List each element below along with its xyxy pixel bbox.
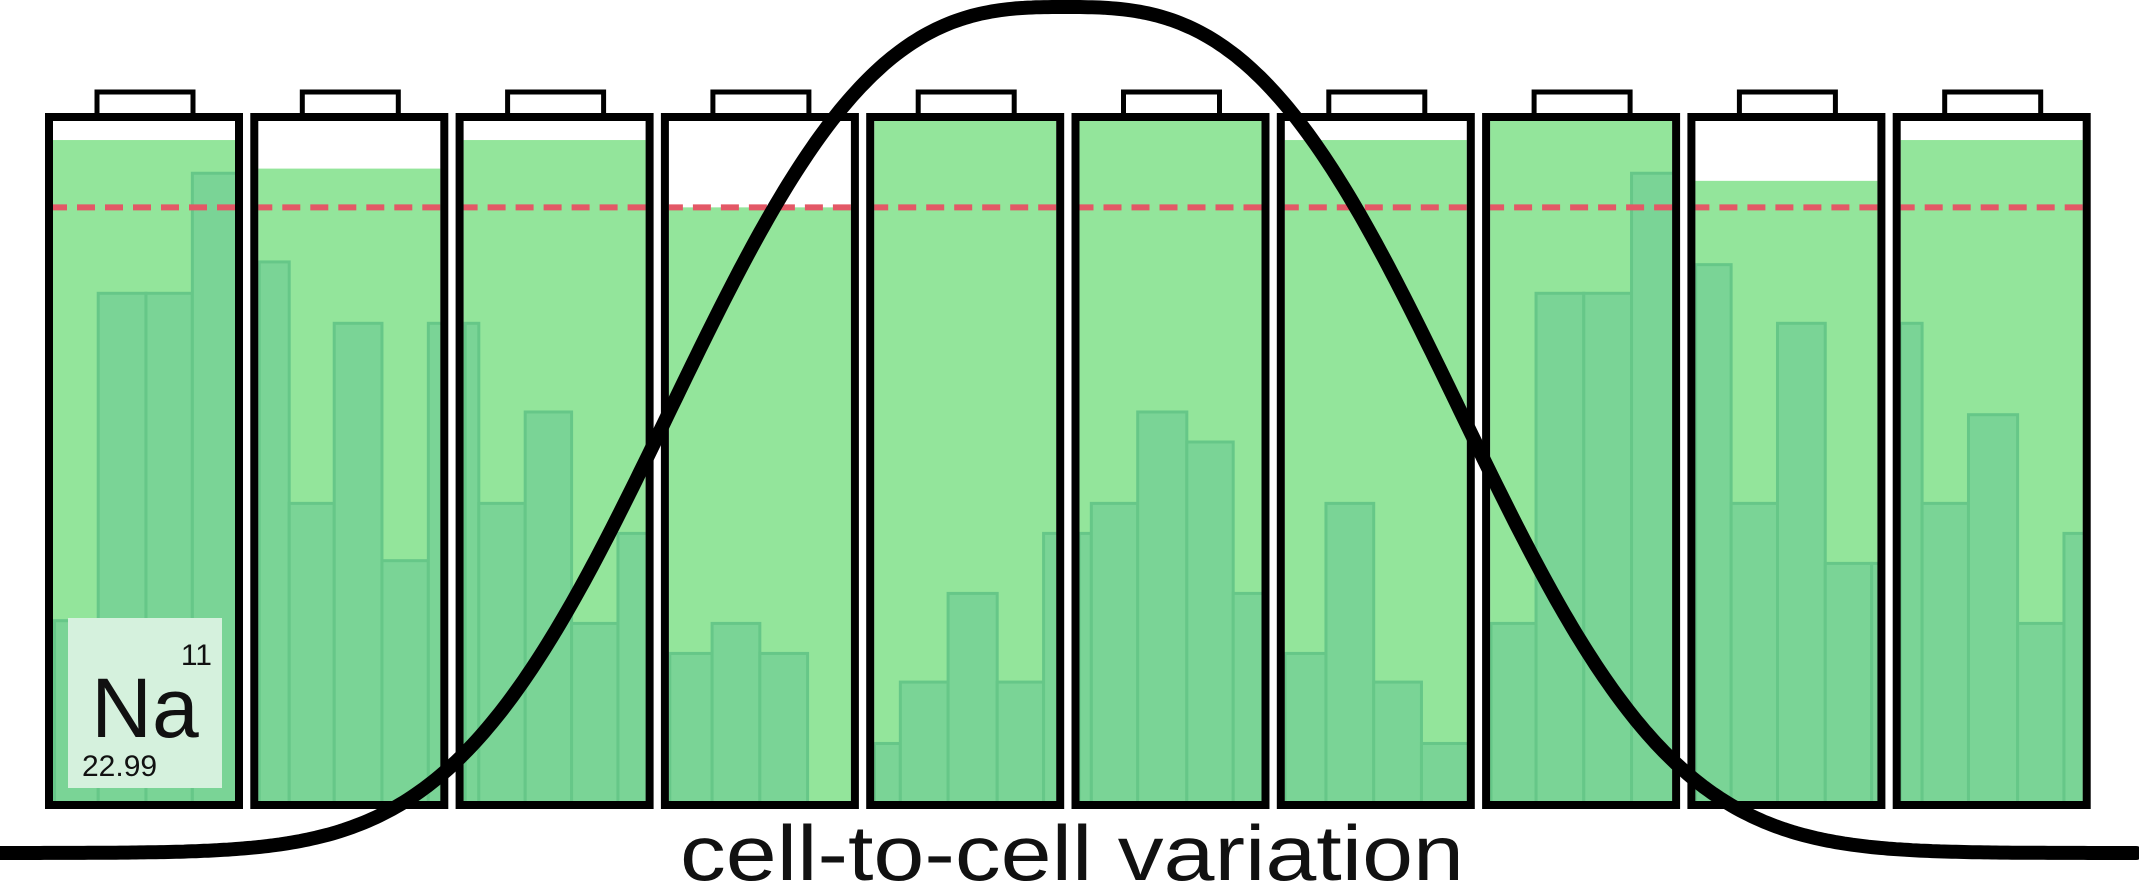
histogram-bar	[1490, 621, 1538, 801]
element-symbol: Na	[91, 661, 199, 755]
histogram-bar	[995, 680, 1046, 801]
histogram-bar	[758, 651, 810, 801]
histogram-bar	[1419, 741, 1467, 801]
battery	[455, 89, 654, 809]
battery-row	[45, 89, 2091, 809]
battery-terminal	[1326, 89, 1428, 120]
battery-terminal	[1736, 89, 1838, 120]
histogram-bar	[380, 559, 430, 801]
element-tile-background	[68, 618, 222, 788]
histogram-bar	[668, 651, 714, 801]
distribution-curve	[0, 0, 2139, 860]
histogram-bar	[1630, 171, 1673, 801]
histogram-bar	[1775, 321, 1827, 801]
histogram-bar	[1089, 501, 1140, 801]
element-atomic-mass: 22.99	[82, 750, 157, 783]
histogram-bar	[1534, 291, 1586, 801]
histogram-bar	[1582, 291, 1634, 801]
histogram-bar	[1042, 531, 1057, 801]
histogram-bar	[710, 621, 762, 801]
battery	[660, 89, 859, 809]
battery	[1892, 89, 2091, 809]
caption: cell-to-cell variation	[680, 809, 1464, 886]
battery-outline	[1071, 113, 1270, 809]
histogram-bar	[258, 260, 291, 801]
histogram-bar	[1231, 591, 1262, 801]
histogram-bar	[1372, 680, 1423, 801]
battery	[250, 89, 449, 809]
battery-outline	[866, 113, 1065, 809]
histogram-bar	[287, 501, 336, 801]
element-atomic-number: 11	[181, 639, 212, 672]
histogram-bar	[898, 680, 950, 801]
battery	[1482, 89, 1681, 809]
histogram-bar	[426, 321, 441, 801]
battery-terminal	[1942, 89, 2044, 120]
histogram-bar	[1823, 561, 1874, 801]
histogram-bar	[1870, 561, 1878, 801]
histogram-bar	[616, 531, 646, 801]
battery	[1071, 89, 1270, 809]
battery-terminal	[1531, 89, 1633, 120]
battery-outline	[1687, 113, 1886, 809]
histogram-bar	[1695, 263, 1733, 801]
battery-outline	[1892, 113, 2091, 809]
histogram-bar	[2062, 531, 2083, 801]
histogram-bar	[1136, 410, 1189, 801]
battery	[866, 89, 1065, 809]
battery-outline	[250, 113, 449, 809]
histogram-bar	[2016, 621, 2066, 801]
battery-terminal	[1121, 89, 1222, 120]
histogram-bar	[874, 741, 902, 801]
histogram-bar	[570, 621, 620, 801]
histogram-bar	[1900, 321, 1924, 801]
battery	[1687, 89, 1886, 809]
histogram-bar	[1079, 531, 1093, 801]
histogram-bar	[946, 591, 999, 801]
battery-outline	[45, 113, 243, 809]
battery-outline	[660, 113, 859, 809]
histogram-bar	[1920, 501, 1970, 801]
histogram-bar	[332, 321, 384, 801]
battery	[1276, 89, 1475, 809]
histogram-bar	[1966, 413, 2020, 801]
element-tile: 11 Na 22.99	[68, 618, 222, 788]
histogram-bar	[477, 501, 527, 801]
histogram-bar	[1185, 440, 1235, 801]
histogram-bar	[1284, 651, 1328, 801]
histogram-bar	[1729, 501, 1779, 801]
histogram-bar	[1324, 501, 1376, 801]
battery-outline	[1276, 113, 1475, 809]
